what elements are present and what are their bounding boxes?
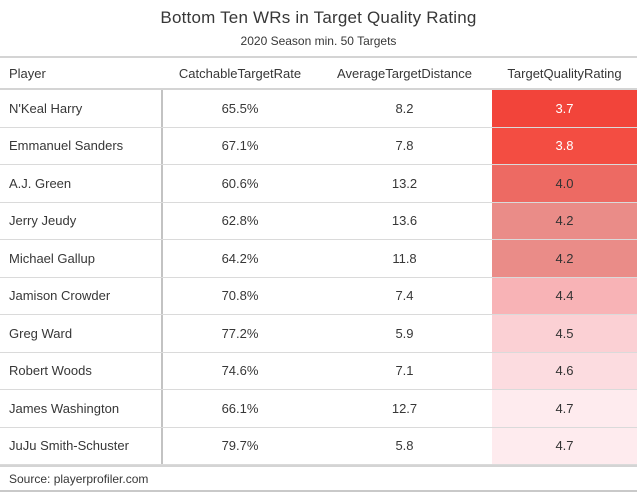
- target-quality-rating-cell: 4.2: [492, 240, 637, 277]
- catchable-target-rate-cell: 64.2%: [221, 250, 259, 266]
- player-name-cell: Greg Ward: [0, 315, 163, 352]
- table-row: Jerry Jeudy 62.8% 13.6 4.2: [0, 202, 637, 240]
- player-name-cell: N'Keal Harry: [0, 90, 163, 127]
- target-quality-rating-cell: 4.6: [492, 352, 637, 389]
- average-target-distance-cell: 8.2: [395, 100, 414, 116]
- player-name-cell: Robert Woods: [0, 352, 163, 389]
- table-row: Michael Gallup 64.2% 11.8 4.2: [0, 240, 637, 278]
- target-quality-rating-cell: 4.0: [492, 165, 637, 202]
- table-row: Emmanuel Sanders 67.1% 7.8 3.8: [0, 127, 637, 165]
- column-header-target-quality-rating: TargetQualityRating: [507, 65, 622, 81]
- average-target-distance-cell: 5.9: [395, 325, 414, 341]
- player-name-cell: JuJu Smith-Schuster: [0, 427, 163, 464]
- table-row: Jamison Crowder 70.8% 7.4 4.4: [0, 277, 637, 315]
- catchable-target-rate-cell: 60.6%: [221, 175, 259, 191]
- catchable-target-rate-cell: 77.2%: [221, 325, 259, 341]
- column-header-catchable-target-rate: CatchableTargetRate: [178, 65, 302, 81]
- table-row: N'Keal Harry 65.5% 8.2 3.7: [0, 90, 637, 128]
- stats-table: Player CatchableTargetRate AverageTarget…: [0, 56, 637, 492]
- average-target-distance-cell: 7.8: [395, 138, 414, 154]
- average-target-distance-cell: 13.2: [391, 175, 418, 191]
- player-name-cell: James Washington: [0, 390, 163, 427]
- average-target-distance-cell: 7.1: [395, 363, 414, 379]
- player-name-cell: Emmanuel Sanders: [0, 127, 163, 164]
- table-header-row: Player CatchableTargetRate AverageTarget…: [0, 56, 637, 90]
- source-note: Source: playerprofiler.com: [0, 465, 637, 492]
- table-row: James Washington 66.1% 12.7 4.7: [0, 390, 637, 428]
- catchable-target-rate-cell: 62.8%: [221, 213, 259, 229]
- table-row: Robert Woods 74.6% 7.1 4.6: [0, 352, 637, 390]
- catchable-target-rate-cell: 74.6%: [221, 363, 259, 379]
- column-header-player: Player: [9, 65, 46, 81]
- catchable-target-rate-cell: 66.1%: [221, 400, 259, 416]
- catchable-target-rate-cell: 65.5%: [221, 100, 259, 116]
- target-quality-rating-cell: 3.8: [492, 127, 637, 164]
- target-quality-rating-cell: 4.4: [492, 277, 637, 314]
- page-subtitle: 2020 Season min. 50 Targets: [240, 34, 397, 48]
- target-quality-rating-cell: 4.7: [492, 427, 637, 464]
- table-row: Greg Ward 77.2% 5.9 4.5: [0, 315, 637, 353]
- average-target-distance-cell: 13.6: [391, 213, 418, 229]
- average-target-distance-cell: 11.8: [392, 250, 417, 266]
- catchable-target-rate-cell: 67.1%: [221, 138, 259, 154]
- column-header-average-target-distance: AverageTargetDistance: [337, 65, 472, 81]
- average-target-distance-cell: 12.7: [391, 400, 418, 416]
- average-target-distance-cell: 5.8: [395, 438, 414, 454]
- table-row: JuJu Smith-Schuster 79.7% 5.8 4.7: [0, 427, 637, 465]
- target-quality-rating-cell: 4.5: [492, 315, 637, 352]
- catchable-target-rate-cell: 70.8%: [221, 288, 259, 304]
- target-quality-rating-cell: 4.2: [492, 202, 637, 239]
- catchable-target-rate-cell: 79.7%: [221, 438, 259, 454]
- table-row: A.J. Green 60.6% 13.2 4.0: [0, 165, 637, 203]
- average-target-distance-cell: 7.4: [395, 288, 414, 304]
- page-title: Bottom Ten WRs in Target Quality Rating: [160, 8, 477, 27]
- player-name-cell: Michael Gallup: [0, 240, 163, 277]
- player-name-cell: A.J. Green: [0, 165, 163, 202]
- player-name-cell: Jerry Jeudy: [0, 202, 163, 239]
- player-name-cell: Jamison Crowder: [0, 277, 163, 314]
- target-quality-rating-cell: 3.7: [492, 90, 637, 127]
- target-quality-rating-cell: 4.7: [492, 390, 637, 427]
